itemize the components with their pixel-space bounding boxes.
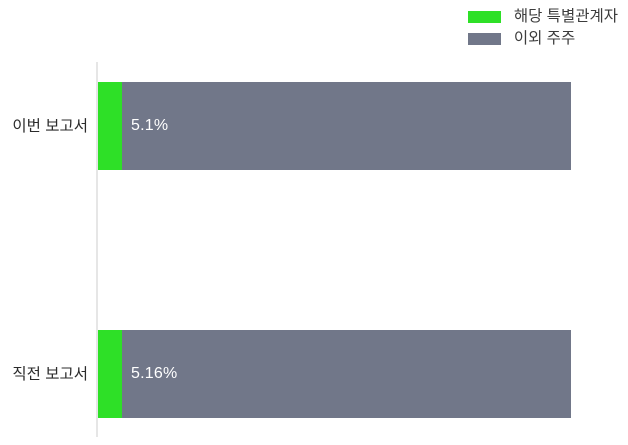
legend-swatch-gray-icon [467,33,501,45]
stacked-bar-current-report: 5.1% [98,82,571,170]
bar-value-label: 5.1% [131,117,169,134]
legend-label-other-shareholders: 이외 주주 [513,30,576,47]
bar-segment-other-shareholders[interactable]: 5.16% [122,330,571,418]
legend-item-other-shareholders[interactable]: 이외 주주 [467,30,576,48]
bar-row: 이번 보고서 5.1% [0,82,628,170]
bar-value-label: 5.16% [131,365,178,382]
legend-label-special-related-party: 해당 특별관계자 [513,8,618,25]
bar-segment-other-shareholders[interactable]: 5.1% [122,82,571,170]
category-label-current-report: 이번 보고서 [12,118,88,135]
category-axis-line [96,62,98,437]
chart-legend: 해당 특별관계자 이외 주주 [467,8,618,48]
category-label-previous-report: 직전 보고서 [12,366,88,383]
bar-segment-special-related-party[interactable] [98,82,122,170]
bar-row: 직전 보고서 5.16% [0,330,628,418]
legend-item-special-related-party[interactable]: 해당 특별관계자 [467,8,618,26]
bar-segment-special-related-party[interactable] [98,330,122,418]
legend-swatch-green-icon [467,11,501,23]
stacked-bar-previous-report: 5.16% [98,330,571,418]
